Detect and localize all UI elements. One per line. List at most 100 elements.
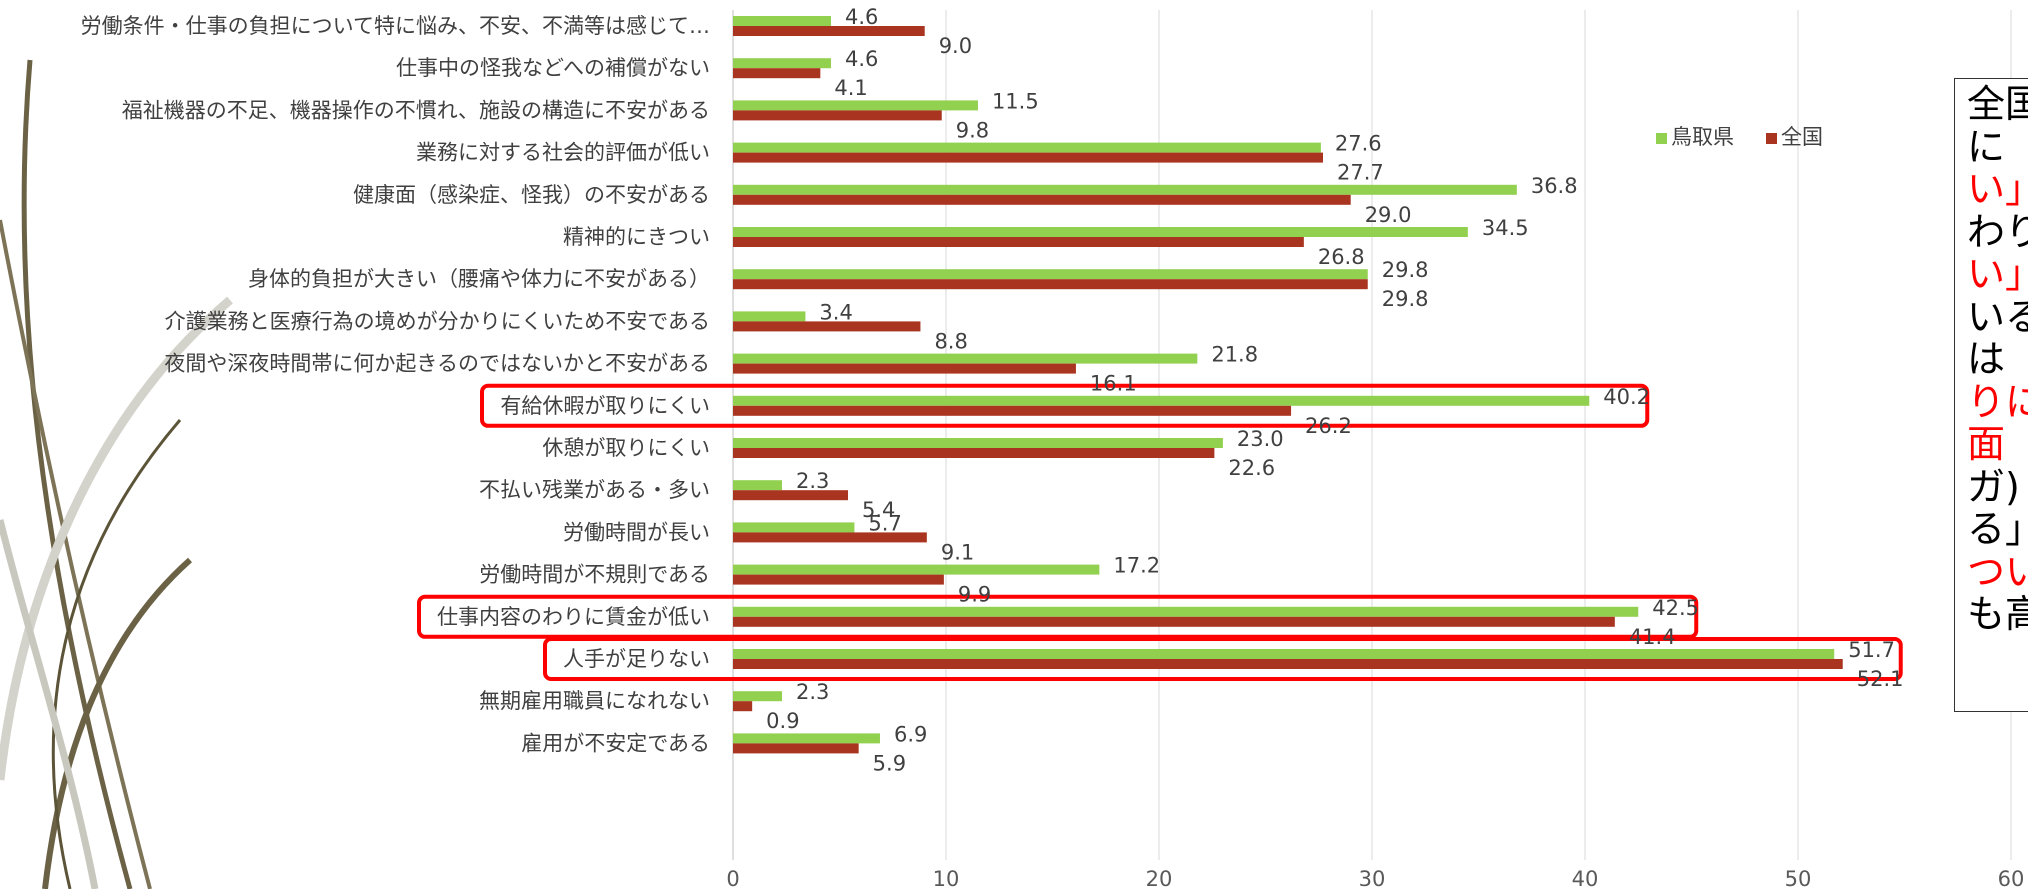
bars — [733, 16, 1843, 754]
bar-national — [733, 659, 1843, 669]
bar-tottori — [733, 564, 1100, 575]
category-label: 業務に対する社会的評価が低い — [416, 141, 710, 165]
legend-label: 鳥取県 — [1671, 125, 1734, 149]
value-label-national: 52.1 — [1857, 667, 1904, 691]
bar-tottori — [733, 733, 880, 744]
x-tick-label: 50 — [1785, 867, 1812, 889]
category-label: 労働時間が長い — [563, 520, 710, 544]
annotation-line: 面 — [1967, 422, 2006, 466]
category-labels: 労働条件・仕事の負担について特に悩み、不安、不満等は感じて… 仕事中の怪我などへの… — [81, 14, 710, 755]
bar-tottori — [733, 142, 1321, 153]
annotation-line: いる — [1967, 294, 2028, 339]
category-label: 労働時間が不規則である — [479, 563, 710, 587]
bar-national — [733, 701, 753, 712]
category-label: 雇用が不安定である — [521, 731, 710, 755]
annotation-line: つい — [1967, 549, 2028, 594]
value-label-national: 9.9 — [958, 583, 991, 607]
bar-national — [733, 279, 1368, 290]
legend-swatch — [1656, 133, 1667, 144]
annotation-line: りに — [1967, 379, 2028, 424]
value-label-national: 9.1 — [941, 540, 974, 564]
value-label-tottori: 11.5 — [992, 89, 1039, 113]
annotation-line: も高 — [1967, 592, 2028, 636]
value-label-national: 9.0 — [939, 34, 972, 58]
highlight-box — [417, 594, 1699, 639]
bar-national — [733, 152, 1324, 163]
value-label-national: 9.8 — [956, 118, 989, 142]
bar-tottori — [733, 480, 782, 491]
annotation-line: わり — [1967, 209, 2028, 254]
value-label-tottori: 17.2 — [1113, 554, 1160, 578]
annotation-line: 全国 — [1967, 82, 2028, 126]
value-label-national: 41.4 — [1629, 625, 1676, 649]
bar-national — [733, 532, 927, 543]
highlight-box — [480, 383, 1650, 428]
category-label: 有給休暇が取りにくい — [500, 394, 710, 418]
value-label-tottori: 6.9 — [894, 722, 927, 746]
value-label-national: 5.4 — [862, 498, 895, 522]
value-label-tottori: 36.8 — [1531, 174, 1578, 198]
value-label-national: 26.2 — [1305, 414, 1352, 438]
annotation-line: に — [1967, 124, 2006, 169]
bar-tottori — [733, 522, 855, 533]
value-label-tottori: 5.7 — [868, 511, 901, 535]
value-label-tottori: 4.6 — [845, 47, 878, 71]
highlight-box — [543, 637, 1903, 681]
annotation-textbox: 全国にい」わりい」いるはりに面ガ)る」ついも高 — [1954, 78, 2028, 712]
bar-tottori — [733, 16, 831, 26]
value-label-tottori: 34.5 — [1482, 216, 1529, 240]
bar-national — [733, 363, 1076, 374]
bar-tottori — [733, 649, 1835, 659]
value-labels: 4.6 9.0 4.6 4.1 11.59.8 27.6 27.7 36.8 29.0 34.5 2… — [766, 5, 1903, 775]
bar-tottori — [733, 311, 806, 322]
x-tick-label: 10 — [933, 867, 960, 889]
value-label-national: 0.9 — [766, 709, 799, 733]
value-label-tottori: 29.8 — [1382, 258, 1429, 282]
bar-national — [733, 237, 1304, 247]
bar-tottori — [733, 606, 1639, 617]
annotation-line: ガ) — [1967, 464, 2020, 509]
bar-tottori — [733, 438, 1223, 448]
bar-tottori — [733, 227, 1468, 237]
value-label-tottori: 21.8 — [1211, 343, 1258, 367]
value-label-tottori: 42.5 — [1652, 596, 1699, 620]
bar-national — [733, 405, 1292, 416]
category-label: 精神的にきつい — [563, 225, 710, 249]
category-label: 仕事中の怪我などへの補償がない — [396, 56, 710, 80]
value-label-national: 26.8 — [1318, 245, 1365, 269]
bar-national — [733, 490, 849, 501]
bar-tottori — [733, 58, 831, 69]
value-label-national: 5.9 — [873, 751, 906, 775]
x-tick-label: 60 — [1998, 867, 2025, 889]
bar-tottori — [733, 269, 1368, 280]
bar-national — [733, 26, 925, 36]
annotation-line: い」 — [1967, 167, 2028, 211]
x-axis-ticks: 0 10 20 30 40 50 60 — [726, 867, 2024, 889]
category-label: 夜間や深夜時間帯に何か起きるのではないかと不安がある — [164, 352, 710, 376]
value-label-national: 29.8 — [1382, 287, 1429, 311]
x-tick-label: 20 — [1146, 867, 1173, 889]
category-label: 無期雇用職員になれない — [479, 689, 710, 713]
bar-national — [733, 321, 921, 332]
value-label-national: 22.6 — [1228, 456, 1275, 480]
bar-national — [733, 68, 821, 79]
legend-swatch — [1766, 133, 1777, 144]
value-label-tottori: 2.3 — [796, 680, 829, 704]
highlight-boxes — [417, 383, 1903, 681]
bar-national — [733, 574, 944, 585]
value-label-national: 29.0 — [1365, 203, 1412, 227]
x-tick-label: 40 — [1572, 867, 1599, 889]
value-label-tottori: 2.3 — [796, 469, 829, 493]
bar-national — [733, 110, 942, 121]
value-label-national: 8.8 — [934, 329, 967, 353]
bar-tottori — [733, 100, 978, 111]
value-label-tottori: 40.2 — [1603, 385, 1650, 409]
annotation-line: い」 — [1967, 252, 2028, 296]
category-label: 人手が足りない — [563, 647, 710, 671]
x-tick-label: 0 — [726, 867, 739, 889]
bar-tottori — [733, 395, 1590, 406]
bar-national — [733, 194, 1351, 205]
category-label: 休憩が取りにくい — [542, 436, 710, 460]
bar-tottori — [733, 184, 1517, 195]
